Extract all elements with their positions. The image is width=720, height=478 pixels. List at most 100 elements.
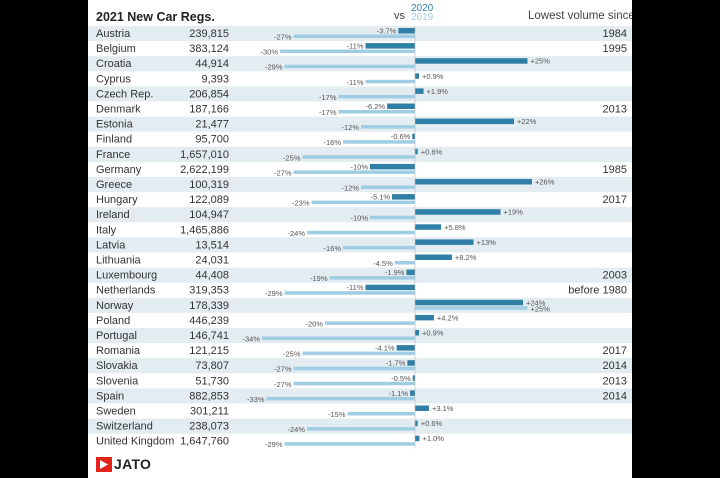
logo-text: JATO xyxy=(114,456,152,472)
bar-2020 xyxy=(407,360,415,366)
bar-label-2019: -16% xyxy=(323,138,341,147)
bar-label-2020: +22% xyxy=(517,117,537,126)
row-stripe xyxy=(88,297,632,313)
bar-2019 xyxy=(338,94,415,99)
lowest-since-year: 2013 xyxy=(603,375,627,387)
bar-2020 xyxy=(392,194,415,200)
bar-label-2020: -1.7% xyxy=(386,359,406,368)
jato-logo-icon xyxy=(96,456,112,472)
bar-2020 xyxy=(396,345,415,351)
bar-2019 xyxy=(361,125,415,129)
country-label: Slovakia xyxy=(96,360,138,372)
country-label: Norway xyxy=(96,300,134,312)
bar-2020 xyxy=(415,58,528,64)
registrations-value: 121,215 xyxy=(189,345,229,357)
country-label: Luxembourg xyxy=(96,270,157,282)
bar-2019 xyxy=(293,381,415,386)
bar-2019 xyxy=(284,291,415,295)
registrations-value: 51,730 xyxy=(195,375,229,387)
registrations-value: 319,353 xyxy=(189,285,229,297)
country-label: Hungary xyxy=(96,194,138,206)
bar-label-2020: +4.2% xyxy=(437,313,459,322)
registrations-value: 44,408 xyxy=(195,270,229,282)
registrations-value: 187,166 xyxy=(189,104,229,116)
country-label: Slovenia xyxy=(96,375,139,387)
registrations-value: 1,657,010 xyxy=(180,149,229,161)
country-label: Austria xyxy=(96,28,131,40)
bar-2019 xyxy=(293,366,415,371)
registrations-value: 882,853 xyxy=(189,390,229,402)
bar-2020 xyxy=(415,435,420,442)
bar-label-2020: +5.8% xyxy=(444,223,466,232)
registrations-value: 122,089 xyxy=(189,194,229,206)
bar-label-2020: +24% xyxy=(526,298,546,307)
lowest-since-year: 2014 xyxy=(603,390,627,402)
bar-2020 xyxy=(415,179,532,185)
chart-title: 2021 New Car Regs. xyxy=(96,10,215,24)
country-label: Spain xyxy=(96,390,124,402)
bar-2020 xyxy=(415,239,474,245)
lowest-since-year: before 1980 xyxy=(568,285,627,297)
bar-2020 xyxy=(415,224,442,230)
bar-label-2020: -4.1% xyxy=(375,344,395,353)
country-label: Germany xyxy=(96,164,142,176)
row-stripe xyxy=(88,26,632,42)
country-label: Ireland xyxy=(96,209,130,221)
bar-label-2019: -29% xyxy=(265,440,283,449)
bar-2019 xyxy=(311,200,415,205)
jato-logo: JATO xyxy=(96,455,151,473)
bar-label-2020: +8.2% xyxy=(455,253,477,262)
bar-2019 xyxy=(361,185,415,189)
country-label: Cyprus xyxy=(96,73,131,85)
bar-label-2020: -1.9% xyxy=(385,268,405,277)
bar-label-2019: -27% xyxy=(274,33,292,42)
bar-label-2019: -12% xyxy=(341,184,359,193)
country-label: Sweden xyxy=(96,406,136,418)
bar-2020 xyxy=(415,314,434,321)
bar-2020 xyxy=(398,28,415,34)
lowest-since-year: 1995 xyxy=(603,43,627,55)
registrations-value: 239,815 xyxy=(189,28,229,40)
chart-panel: Austria 239,815 1984 -3.7% -27% Belgium 383,12… xyxy=(88,0,632,478)
lowest-volume-header: Lowest volume since xyxy=(528,10,632,22)
registrations-value: 206,854 xyxy=(189,88,229,100)
bar-label-2019: -24% xyxy=(287,229,305,238)
bar-label-2019: -33% xyxy=(247,395,265,404)
country-label: Finland xyxy=(96,134,132,146)
bar-2020 xyxy=(415,73,420,79)
bar-label-2020: -11% xyxy=(347,42,364,51)
registrations-value: 1,465,886 xyxy=(180,224,229,236)
bar-label-2020: -11% xyxy=(347,283,364,292)
bar-2019 xyxy=(293,170,415,174)
bar-2019 xyxy=(293,34,415,38)
bar-label-2020: -0.6% xyxy=(391,132,411,141)
country-label: Latvia xyxy=(96,239,126,251)
country-label: France xyxy=(96,149,130,161)
registrations-value: 73,807 xyxy=(195,360,229,372)
row-stripe xyxy=(88,56,632,72)
bar-label-2020: -5.1% xyxy=(370,193,390,202)
bar-2020 xyxy=(415,254,452,260)
bar-2019 xyxy=(284,64,415,69)
registrations-value: 95,700 xyxy=(195,134,229,146)
bar-2020 xyxy=(415,330,420,336)
bar-label-2019: -29% xyxy=(265,289,283,298)
country-label: Denmark xyxy=(96,104,141,116)
legend-2020: 2020 xyxy=(411,3,434,14)
country-label: United Kingdom xyxy=(96,436,174,448)
country-label: Italy xyxy=(96,224,117,236)
bar-2019 xyxy=(280,49,415,54)
registrations-value: 383,124 xyxy=(189,43,229,55)
bar-label-2019: +25% xyxy=(531,304,551,313)
bar-label-2019: -17% xyxy=(319,108,337,117)
bar-2019 xyxy=(302,351,415,356)
registrations-value: 100,319 xyxy=(189,179,229,191)
bar-label-2020: +26% xyxy=(535,178,555,187)
row-stripe xyxy=(88,358,632,374)
country-label: Croatia xyxy=(96,58,132,70)
bar-2020 xyxy=(410,390,415,396)
bar-label-2019: -10% xyxy=(350,214,368,223)
registrations-value: 13,514 xyxy=(195,239,229,251)
country-label: Greece xyxy=(96,179,132,191)
country-label: Belgium xyxy=(96,43,136,55)
